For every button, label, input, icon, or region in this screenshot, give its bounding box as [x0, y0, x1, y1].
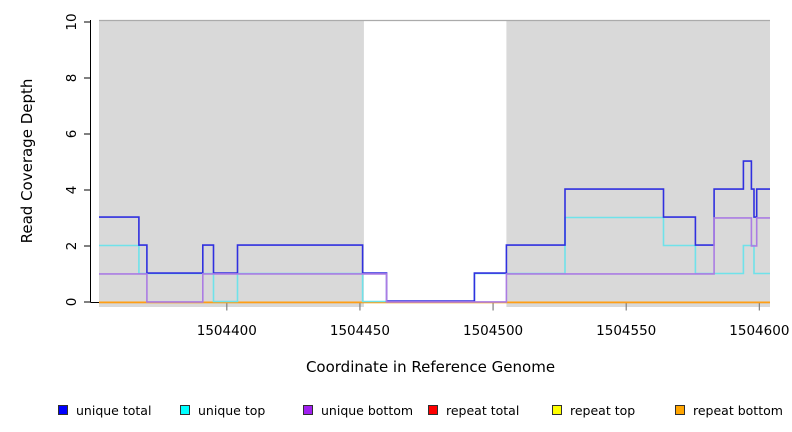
x-axis-title: Coordinate in Reference Genome: [305, 358, 556, 376]
x-tick-label: 1504550: [596, 323, 656, 339]
y-axis-title: Read Coverage Depth: [18, 78, 36, 244]
shaded-region-1: [98, 21, 364, 307]
x-tick-label: 1504600: [729, 323, 789, 339]
x-tick-label: 1504500: [463, 323, 523, 339]
shaded-region-2: [506, 21, 770, 307]
x-tick-label: 1504450: [330, 323, 390, 339]
y-tick-label: 0: [64, 298, 80, 307]
series-line-unique-bottom: [99, 217, 770, 303]
y-tick-label: 8: [64, 74, 80, 83]
y-tick-label: 10: [64, 13, 80, 30]
series-line-unique-total: [99, 160, 770, 302]
y-tick-label: 6: [64, 130, 80, 139]
y-tick-label: 4: [64, 186, 80, 195]
x-tick-label: 1504400: [197, 323, 257, 339]
y-tick-label: 2: [64, 242, 80, 251]
